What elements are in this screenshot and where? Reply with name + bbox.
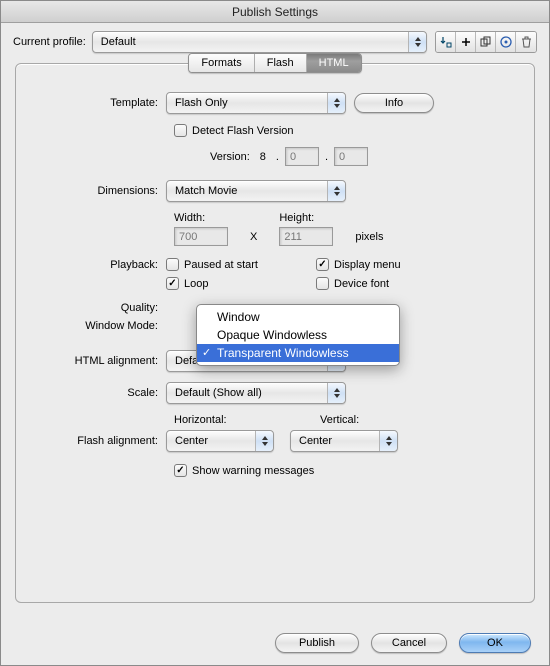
- version-minor-input: [285, 147, 319, 166]
- checkbox-icon: [316, 277, 329, 290]
- ok-button[interactable]: OK: [459, 633, 531, 653]
- duplicate-icon[interactable]: [476, 32, 496, 52]
- flash-align-h-select[interactable]: Center: [166, 430, 274, 452]
- window-mode-option-selected[interactable]: Transparent Windowless: [197, 344, 399, 362]
- height-input: [279, 227, 333, 246]
- width-input: [174, 227, 228, 246]
- window-mode-dropdown[interactable]: Window Opaque Windowless Transparent Win…: [196, 304, 400, 366]
- flash-align-label: Flash alignment:: [30, 435, 166, 447]
- checkbox-icon: [174, 124, 187, 137]
- profile-label: Current profile:: [13, 36, 86, 48]
- main-panel: Formats Flash HTML Template: Flash Only …: [15, 63, 535, 603]
- detect-flash-checkbox[interactable]: Detect Flash Version: [174, 124, 294, 137]
- chevron-updown-icon: [327, 93, 345, 113]
- checkbox-icon: [166, 258, 179, 271]
- horizontal-label: Horizontal:: [174, 414, 282, 426]
- checkbox-icon: [316, 258, 329, 271]
- chevron-updown-icon: [327, 181, 345, 201]
- profile-row: Current profile: Default: [1, 23, 549, 57]
- display-menu-checkbox[interactable]: Display menu: [316, 258, 446, 271]
- window-mode-option[interactable]: Window: [197, 308, 399, 326]
- vertical-label: Vertical:: [320, 414, 428, 426]
- window-mode-option[interactable]: Opaque Windowless: [197, 326, 399, 344]
- tab-flash[interactable]: Flash: [255, 54, 307, 72]
- cancel-button[interactable]: Cancel: [371, 633, 447, 653]
- height-label: Height:: [279, 212, 333, 224]
- chevron-updown-icon: [379, 431, 397, 451]
- scale-select[interactable]: Default (Show all): [166, 382, 346, 404]
- html-form: Template: Flash Only Info Detect Flash V…: [30, 92, 520, 477]
- profile-icon-row: [435, 31, 537, 53]
- tabstrip: Formats Flash HTML: [16, 53, 534, 73]
- chevron-updown-icon: [408, 32, 426, 52]
- html-align-label: HTML alignment:: [30, 355, 166, 367]
- publish-settings-window: Publish Settings Current profile: Defaul…: [0, 0, 550, 666]
- plus-icon[interactable]: [456, 32, 476, 52]
- scale-label: Scale:: [30, 387, 166, 399]
- rename-icon[interactable]: [496, 32, 516, 52]
- flash-align-v-select[interactable]: Center: [290, 430, 398, 452]
- loop-checkbox[interactable]: Loop: [166, 277, 316, 290]
- window-mode-label: Window Mode:: [30, 320, 166, 332]
- chevron-updown-icon: [255, 431, 273, 451]
- template-select[interactable]: Flash Only: [166, 92, 346, 114]
- show-warnings-checkbox[interactable]: Show warning messages: [174, 464, 314, 477]
- profile-select-value: Default: [101, 36, 136, 48]
- version-major: 8: [260, 151, 266, 163]
- trash-icon[interactable]: [516, 32, 536, 52]
- profile-select[interactable]: Default: [92, 31, 427, 53]
- dimensions-label: Dimensions:: [30, 185, 166, 197]
- checkbox-icon: [166, 277, 179, 290]
- tab-html[interactable]: HTML: [307, 54, 361, 72]
- dimensions-select[interactable]: Match Movie: [166, 180, 346, 202]
- pixels-label: pixels: [355, 231, 383, 243]
- quality-label: Quality:: [30, 302, 166, 314]
- tab-formats[interactable]: Formats: [189, 54, 254, 72]
- version-rev-input: [334, 147, 368, 166]
- device-font-checkbox[interactable]: Device font: [316, 277, 446, 290]
- bottom-bar: Publish Cancel OK: [275, 633, 531, 653]
- version-label: Version:: [210, 151, 250, 163]
- info-button[interactable]: Info: [354, 93, 434, 113]
- playback-label: Playback:: [30, 258, 166, 271]
- width-label: Width:: [174, 212, 228, 224]
- template-label: Template:: [30, 97, 166, 109]
- import-export-icon[interactable]: [436, 32, 456, 52]
- paused-checkbox[interactable]: Paused at start: [166, 258, 316, 271]
- publish-button[interactable]: Publish: [275, 633, 359, 653]
- chevron-updown-icon: [327, 383, 345, 403]
- window-title: Publish Settings: [1, 1, 549, 23]
- checkbox-icon: [174, 464, 187, 477]
